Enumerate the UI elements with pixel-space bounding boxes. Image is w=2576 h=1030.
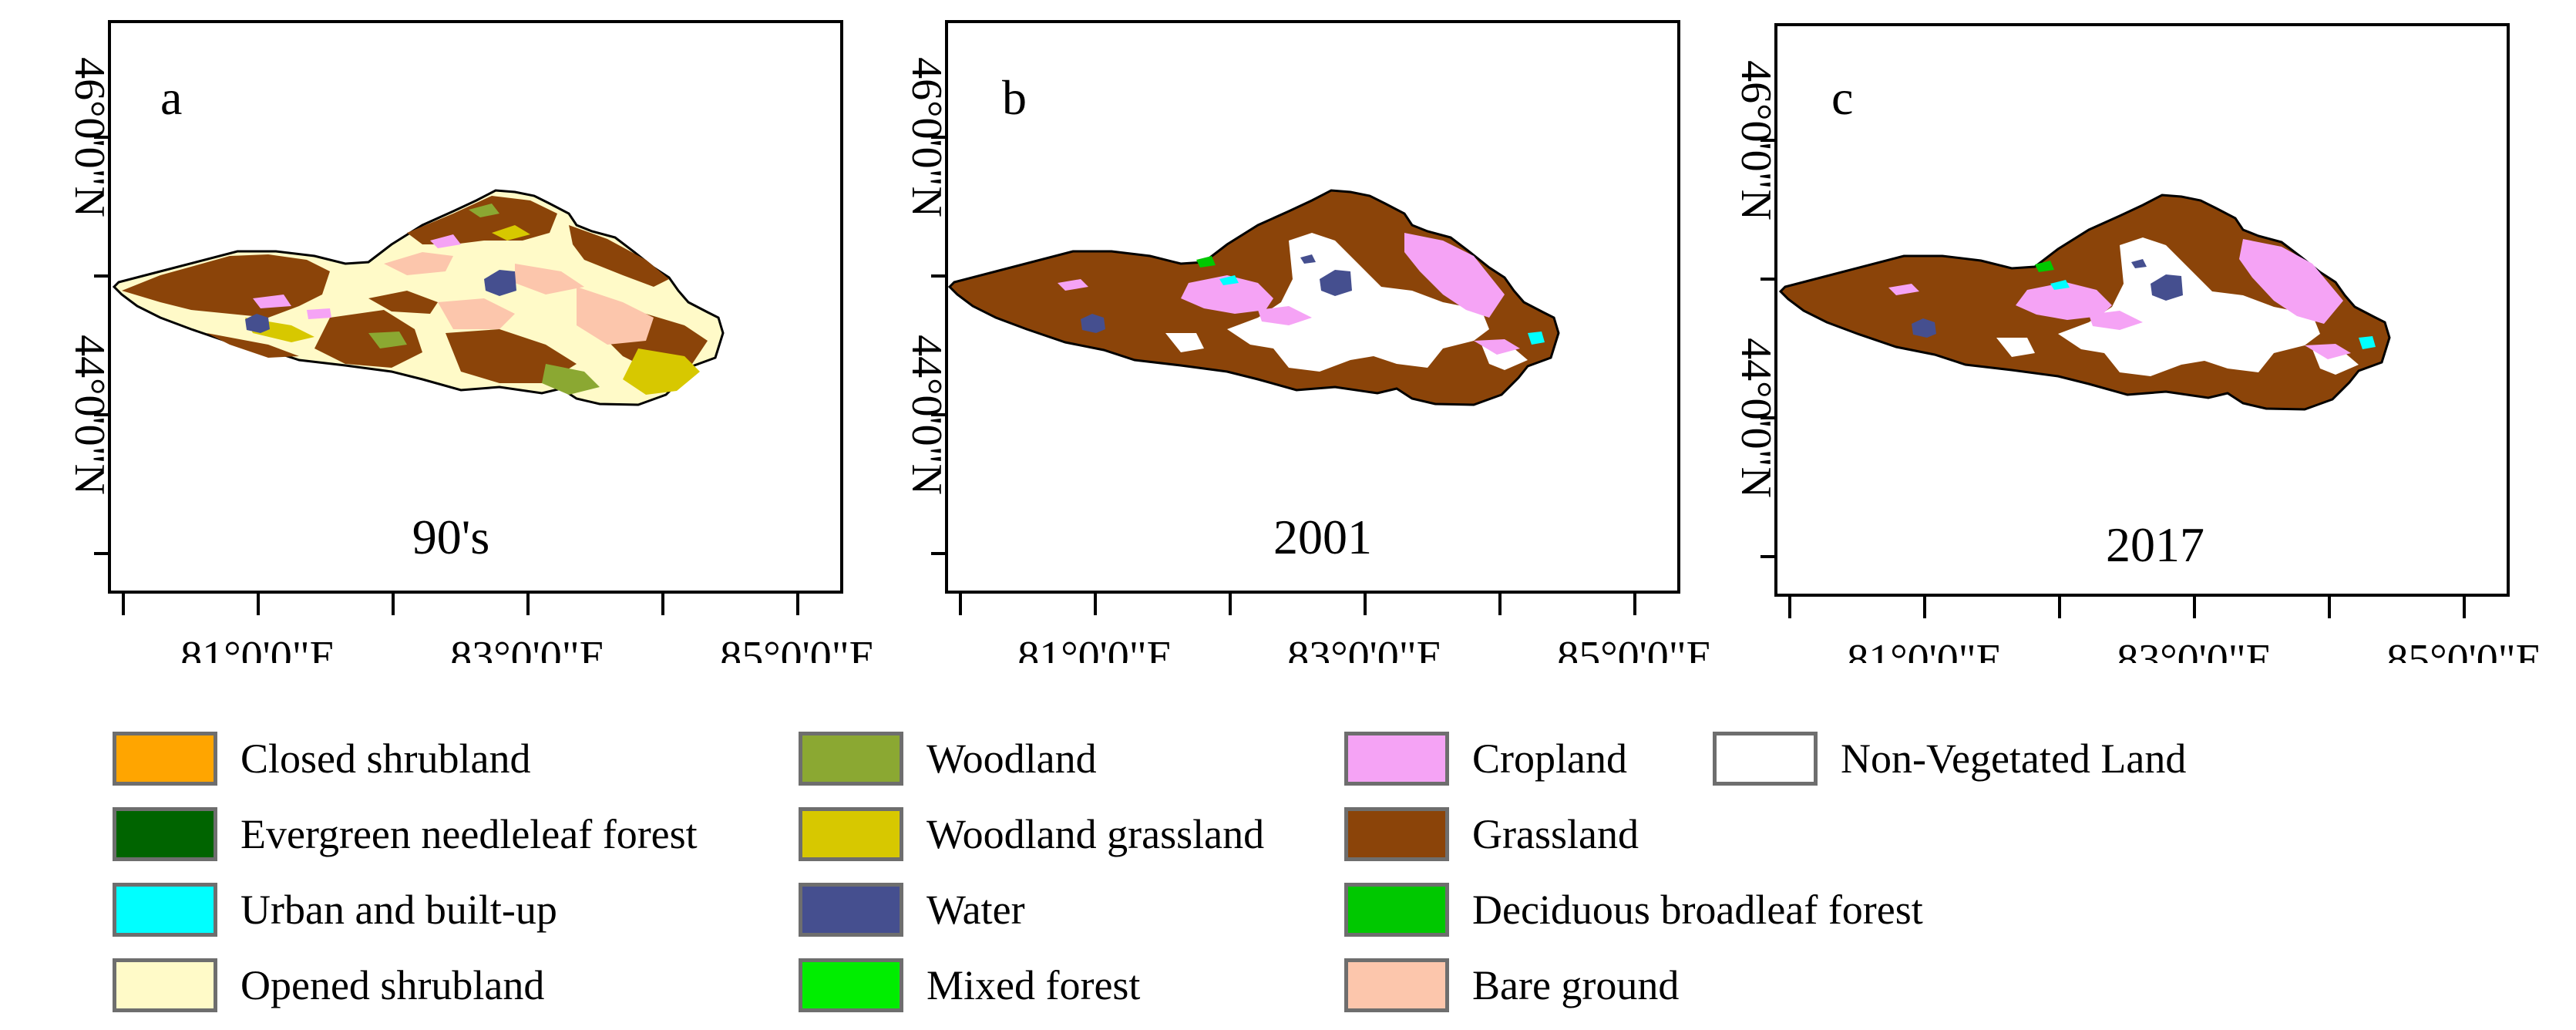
legend-swatch xyxy=(113,958,217,1012)
panel-year-label: 90's xyxy=(412,510,489,564)
legend-swatch xyxy=(799,807,903,861)
legend-label: Urban and built-up xyxy=(240,887,557,933)
legend-item-water: Water xyxy=(799,880,1025,940)
legend-item-evergreen-needleleaf-forest: Evergreen needleleaf forest xyxy=(113,804,698,864)
y-tick-label-44n: 44°0'0"N xyxy=(66,335,113,495)
land-cover-map-2001 xyxy=(948,189,1560,406)
legend-swatch xyxy=(1344,807,1449,861)
x-tick-label-85e: 85°0'0"E xyxy=(1557,633,1713,663)
legend-label: Bare ground xyxy=(1472,962,1680,1008)
legend-label: Non-Vegetated Land xyxy=(1841,735,2187,782)
legend-swatch xyxy=(799,732,903,786)
y-tick-label-44n: 44°0'0"N xyxy=(1732,338,1780,498)
legend-item-woodland: Woodland xyxy=(799,729,1097,789)
x-tick-label-81e: 81°0'0"E xyxy=(180,633,336,663)
legend-label: Cropland xyxy=(1472,735,1627,782)
panel-year-label: 2001 xyxy=(1273,510,1372,564)
legend-swatch xyxy=(113,807,217,861)
legend-item-woodland-grassland: Woodland grassland xyxy=(799,804,1264,864)
legend-item-urban-and-built-up: Urban and built-up xyxy=(113,880,557,940)
legend-swatch xyxy=(1713,732,1818,786)
legend-item-bare-ground: Bare ground xyxy=(1344,955,1679,1015)
legend-item-deciduous-broadleaf-forest: Deciduous broadleaf forest xyxy=(1344,880,1923,940)
legend-swatch xyxy=(113,883,217,937)
legend-swatch xyxy=(1344,732,1449,786)
panel-year-label: 2017 xyxy=(2106,517,2204,572)
legend-label: Deciduous broadleaf forest xyxy=(1472,887,1923,933)
legend-label: Woodland xyxy=(926,735,1097,782)
legend-label: Grassland xyxy=(1472,811,1639,857)
legend-swatch xyxy=(799,883,903,937)
panel-letter: a xyxy=(160,70,182,125)
x-tick-label-85e: 85°0'0"E xyxy=(2386,636,2542,663)
x-tick-label-83e: 83°0'0"E xyxy=(2117,636,2272,663)
x-tick-label-83e: 83°0'0"E xyxy=(450,633,606,663)
legend-item-cropland: Cropland xyxy=(1344,729,1627,789)
panel-letter: c xyxy=(1831,70,1853,125)
legend-label: Evergreen needleleaf forest xyxy=(240,811,698,857)
y-tick-label-46n: 46°0'0"N xyxy=(1732,60,1780,220)
legend-label: Closed shrubland xyxy=(240,735,531,782)
x-tick-label-81e: 81°0'0"E xyxy=(1017,633,1173,663)
legend-label: Water xyxy=(926,887,1025,933)
legend-item-mixed-forest: Mixed forest xyxy=(799,955,1140,1015)
panel-c: 46°0'0"N 44°0'0"N 81°0'0"E 83°0'0"E 85°0… xyxy=(1732,23,2542,663)
land-cover-map-2017 xyxy=(1779,194,2391,411)
panel-letter: b xyxy=(1002,70,1027,125)
y-tick-label-46n: 46°0'0"N xyxy=(903,57,950,217)
y-tick-label-44n: 44°0'0"N xyxy=(903,335,950,495)
panel-b: 46°0'0"N 44°0'0"N 81°0'0"E 83°0'0"E 85°0… xyxy=(903,20,1713,663)
legend-item-opened-shrubland: Opened shrubland xyxy=(113,955,544,1015)
legend-label: Opened shrubland xyxy=(240,962,545,1008)
panel-a: 46°0'0"N 44°0'0"N 81°0'0"E 83°0'0"E 85°0… xyxy=(66,20,876,663)
legend-item-closed-shrubland: Closed shrubland xyxy=(113,729,530,789)
map-panels: 46°0'0"N 44°0'0"N 81°0'0"E 83°0'0"E 85°0… xyxy=(66,20,2542,663)
legend-swatch xyxy=(1344,958,1449,1012)
x-tick-label-85e: 85°0'0"E xyxy=(720,633,876,663)
legend-label: Woodland grassland xyxy=(926,811,1265,857)
y-tick-label-46n: 46°0'0"N xyxy=(66,57,113,217)
land-cover-map-90s xyxy=(113,189,725,406)
legend-item-non-vegetated-land: Non-Vegetated Land xyxy=(1713,729,2186,789)
legend-swatch xyxy=(799,958,903,1012)
legend-item-grassland: Grassland xyxy=(1344,804,1639,864)
legend-swatch xyxy=(1344,883,1449,937)
x-tick-label-81e: 81°0'0"E xyxy=(1847,636,2003,663)
legend-swatch xyxy=(113,732,217,786)
legend-label: Mixed forest xyxy=(926,962,1141,1008)
x-tick-label-83e: 83°0'0"E xyxy=(1287,633,1443,663)
